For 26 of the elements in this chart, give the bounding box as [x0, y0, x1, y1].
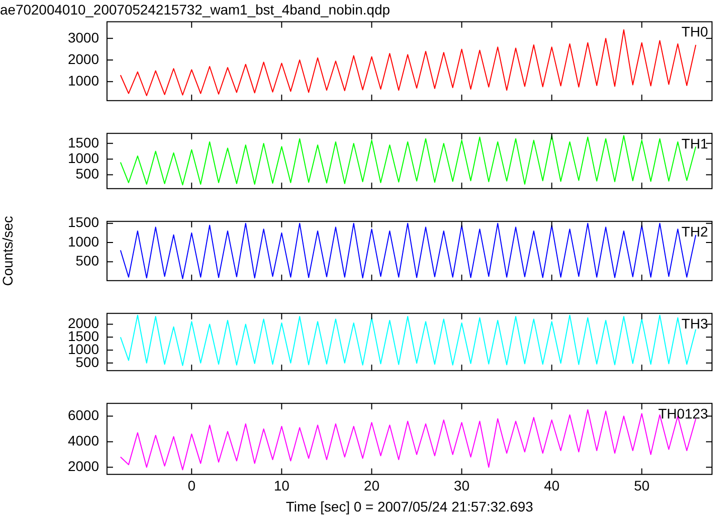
x-tick-label: 30	[454, 478, 470, 494]
y-tick-label: 500	[76, 166, 100, 182]
y-tick-label: 1000	[68, 72, 100, 88]
y-tick-label: 2000	[68, 50, 100, 67]
y-tick-label: 500	[76, 252, 100, 269]
y-tick-label: 1500	[68, 134, 100, 150]
x-tick-label: 20	[364, 478, 380, 494]
y-tick-label: 6000	[68, 407, 100, 424]
series-label: TH3	[682, 315, 708, 332]
y-tick-label: 3000	[68, 29, 100, 46]
y-tick-label: 1000	[68, 233, 100, 250]
y-tick-label: 4000	[68, 432, 100, 449]
y-tick-label: 2000	[68, 458, 100, 474]
series-label: TH2	[682, 223, 708, 240]
series-label: TH0123	[658, 405, 708, 422]
y-axis-title: Counts/sec	[0, 216, 16, 286]
x-axis-title: Time [sec] 0 = 2007/05/24 21:57:32.693	[286, 498, 534, 514]
x-tick-label: 50	[634, 478, 650, 494]
x-tick-label: 0	[188, 478, 196, 494]
x-tick-label: 10	[274, 478, 290, 494]
y-tick-label: 1000	[68, 150, 100, 166]
x-tick-label: 40	[544, 478, 560, 494]
chart-title: ae702004010_20070524215732_wam1_bst_4band_nobin.qdp	[0, 1, 390, 18]
series-label: TH0	[682, 24, 708, 40]
y-tick-label: 1500	[68, 214, 100, 230]
series-label: TH1	[682, 135, 708, 152]
